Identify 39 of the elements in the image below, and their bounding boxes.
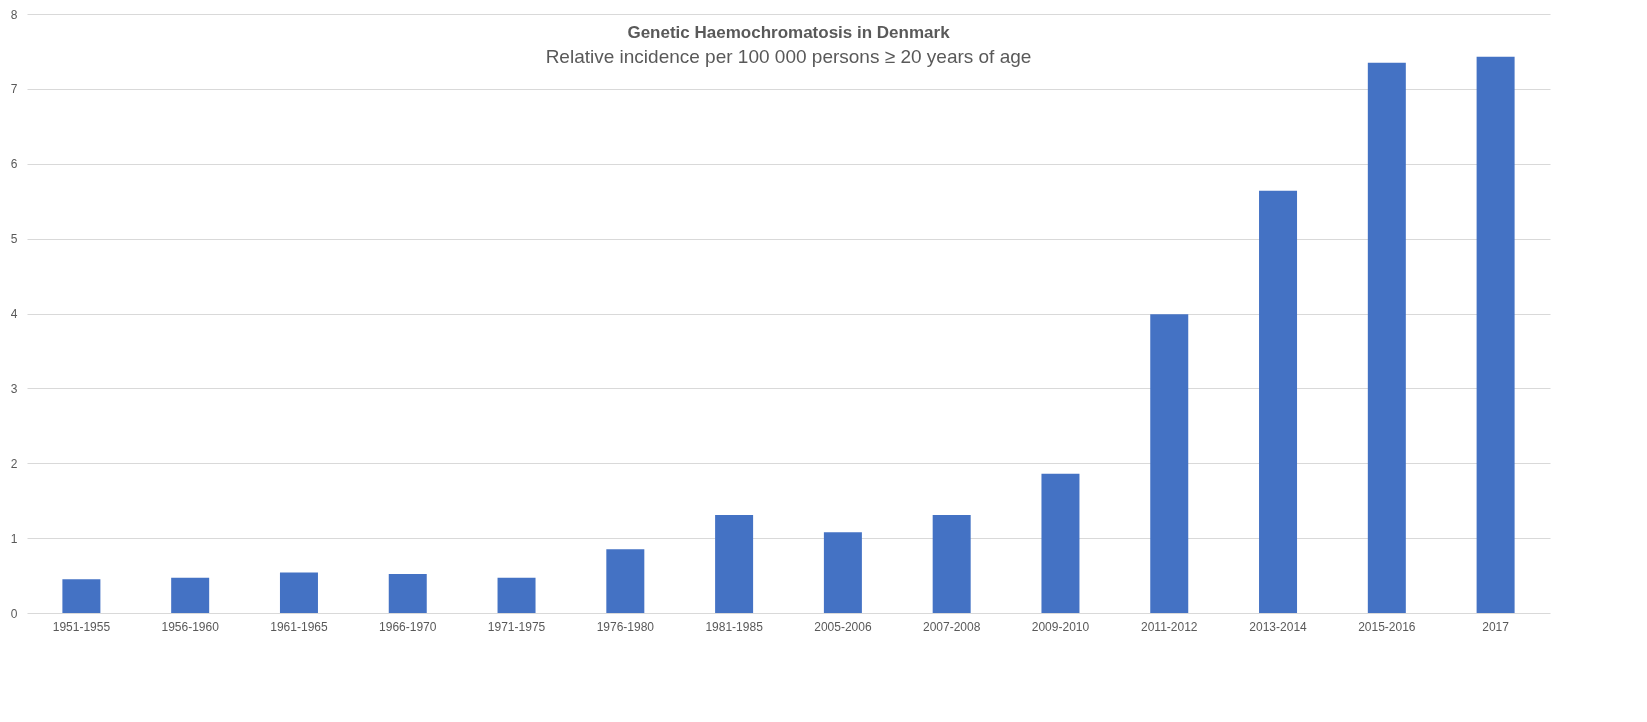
x-tick-label: 1951-1955 <box>52 619 111 634</box>
bar <box>1150 314 1189 613</box>
bar <box>1367 62 1406 613</box>
text: Genetic Haemochromatosis in Denmark <box>627 23 951 42</box>
x-tick-label: 2005-2006 <box>814 619 872 634</box>
bar <box>1476 56 1515 613</box>
bar <box>62 579 101 613</box>
x-tick-label: 2017 <box>1482 619 1510 634</box>
y-tick-label: 3 <box>10 381 18 396</box>
bar <box>823 532 862 613</box>
x-tick-label: 1971-1975 <box>487 619 546 634</box>
text: Relative incidence per 100 000 persons ≥ 20 years of age <box>545 46 1032 67</box>
y-tick-label: 0 <box>10 606 18 621</box>
bar <box>497 577 536 613</box>
y-tick-label: 2 <box>10 456 18 471</box>
x-tick-label: 2015-2016 <box>1358 619 1416 634</box>
y-tick-label: 6 <box>10 157 18 172</box>
x-tick-label: 1976-1980 <box>596 619 655 634</box>
bar <box>715 514 754 613</box>
y-tick-label: 8 <box>10 7 18 22</box>
bar <box>1041 473 1080 613</box>
x-tick-label: 1961-1965 <box>270 619 328 634</box>
x-tick-label: 2009-2010 <box>1031 619 1090 634</box>
y-tick-label: 7 <box>10 82 18 97</box>
bar <box>171 577 210 613</box>
bar <box>279 572 318 613</box>
x-tick-label: 1966-1970 <box>379 619 437 634</box>
x-tick-label: 2007-2008 <box>922 619 981 634</box>
bar <box>932 514 971 613</box>
x-tick-label: 1956-1960 <box>161 619 220 634</box>
bar <box>1259 190 1298 613</box>
y-tick-label: 1 <box>10 531 18 546</box>
x-tick-label: 2013-2014 <box>1249 619 1308 634</box>
x-tick-label: 1981-1985 <box>705 619 764 634</box>
x-tick-label: 2011-2012 <box>1141 619 1198 634</box>
bar <box>606 549 645 613</box>
y-tick-label: 5 <box>10 232 18 247</box>
y-tick-label: 4 <box>10 307 18 321</box>
bar <box>388 574 427 613</box>
